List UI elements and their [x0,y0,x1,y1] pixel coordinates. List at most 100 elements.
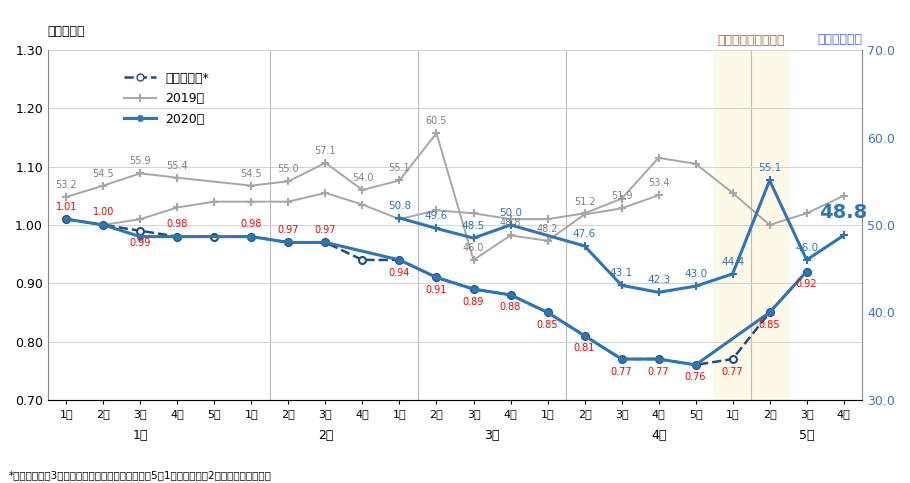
前年同週比* [727,356,738,362]
Text: 0.76: 0.76 [685,372,706,383]
Text: 0.98: 0.98 [241,219,262,229]
前年同週比* [579,333,590,339]
Text: 1.01: 1.01 [56,201,77,212]
2020年 [320,240,331,245]
前年同週比* [283,240,294,245]
Text: 53.4: 53.4 [648,178,670,188]
Text: 0.81: 0.81 [574,343,595,353]
Text: 43.1: 43.1 [610,268,633,278]
Text: 55.1: 55.1 [389,163,410,173]
Text: 55.1: 55.1 [758,163,781,173]
Text: 47.6: 47.6 [573,229,596,239]
前年同週比* [320,240,331,245]
2020年 [616,356,627,362]
Text: 0.92: 0.92 [796,279,817,289]
2019年 [246,199,257,204]
2020年 [98,222,109,228]
前年同週比* [246,234,257,240]
2020年 [764,310,775,315]
Text: 0.91: 0.91 [426,285,447,295]
2020年 [135,234,146,240]
2020年 [283,240,294,245]
Text: 48.5: 48.5 [462,221,485,231]
2019年 [283,199,294,204]
Text: 2月: 2月 [318,429,333,442]
Text: 55.4: 55.4 [167,161,188,170]
2019年 [542,216,553,222]
前年同週比* [505,292,516,298]
Text: ゴールデンウィーク: ゴールデンウィーク [717,34,784,47]
2020年 [579,333,590,339]
Text: 3月: 3月 [484,429,500,442]
2020年 [246,234,257,240]
2019年 [468,211,479,216]
2020年 [542,310,553,315]
2020年 [801,269,812,274]
2019年 [320,190,331,196]
Text: 43.0: 43.0 [684,269,707,279]
2019年 [98,222,109,228]
Text: 0.85: 0.85 [537,320,558,330]
Text: 0.88: 0.88 [500,302,521,313]
Text: 60.5: 60.5 [426,116,447,126]
前年同週比* [653,356,664,362]
2019年 [357,202,368,208]
Text: 48.8: 48.8 [820,203,868,222]
Text: 0.77: 0.77 [722,367,743,377]
Text: 5月: 5月 [799,429,814,442]
2019年 [579,211,590,216]
前年同週比* [209,234,220,240]
Text: 55.9: 55.9 [129,156,151,166]
2019年 [394,216,405,222]
Text: 1.00: 1.00 [93,207,114,217]
2019年 [838,193,849,199]
前年同週比* [542,310,553,315]
2019年 [135,216,146,222]
Text: 51.9: 51.9 [611,191,632,201]
Text: 0.77: 0.77 [611,367,632,377]
2019年 [653,155,664,161]
前年同週比* [172,234,183,240]
Text: 54.5: 54.5 [93,169,114,179]
Text: 54.5: 54.5 [240,169,262,179]
Line: 前年同週比*: 前年同週比* [63,215,810,369]
Text: 0.97: 0.97 [315,225,336,235]
2020年 [172,234,183,240]
Text: 53.2: 53.2 [56,180,77,190]
2020年 [61,216,72,222]
Text: 1月: 1月 [133,429,148,442]
Text: 0.94: 0.94 [389,268,410,278]
Text: 54.0: 54.0 [352,173,373,183]
Text: 42.3: 42.3 [647,275,670,285]
Line: 2019年: 2019年 [62,154,848,229]
2019年 [727,190,738,196]
前年同週比* [135,228,146,234]
2019年 [690,161,701,167]
Text: 44.4: 44.4 [721,257,744,267]
前年同週比* [431,274,442,280]
Text: 55.0: 55.0 [278,164,299,174]
Text: 0.97: 0.97 [278,225,299,235]
2019年 [764,222,775,228]
2020年 [690,362,701,368]
Text: 51.2: 51.2 [573,198,595,208]
Text: 0.99: 0.99 [130,239,151,248]
Text: 48.2: 48.2 [537,224,558,234]
2020年 [505,292,516,298]
Text: 4月: 4月 [651,429,666,442]
前年同週比* [98,222,109,228]
前年同週比* [468,286,479,292]
Text: 0.98: 0.98 [167,219,188,229]
前年同週比* [394,257,405,263]
2019年 [209,199,220,204]
前年同週比* [616,356,627,362]
2020年 [431,274,442,280]
Text: 46.0: 46.0 [795,243,818,253]
前年同週比* [357,257,368,263]
Text: 50.8: 50.8 [388,201,411,211]
2019年 [505,216,516,222]
Bar [714,50,788,400]
Line: 2020年: 2020年 [64,216,809,368]
Text: 0.85: 0.85 [759,320,781,330]
Text: 0.77: 0.77 [648,367,670,377]
